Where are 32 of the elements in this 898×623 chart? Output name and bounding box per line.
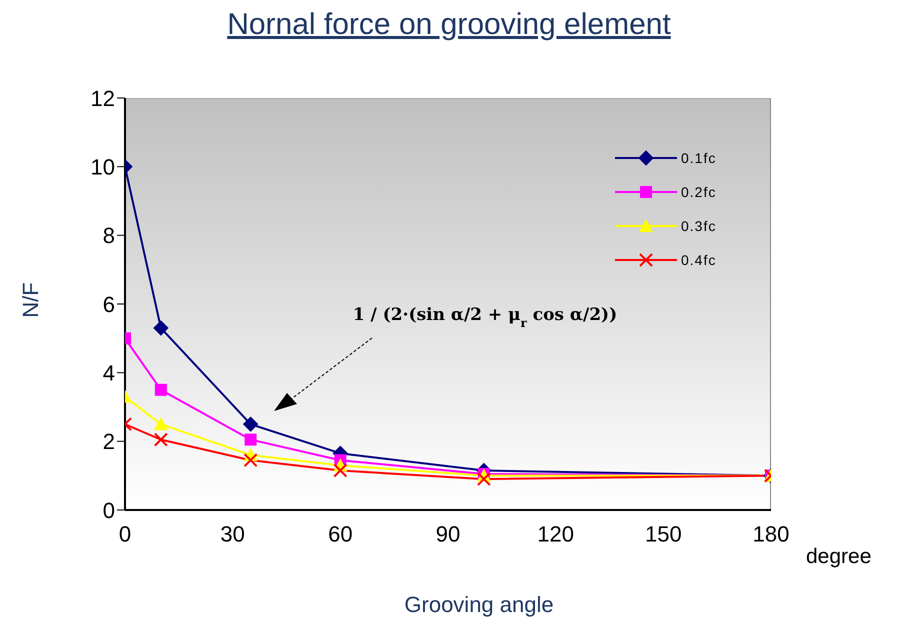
y-tick-label: 12 (90, 86, 115, 111)
y-tick-label: 0 (102, 498, 115, 523)
legend-label: 0.4fc (681, 252, 716, 268)
point (476, 472, 491, 486)
y-axis-title: N/F (18, 282, 44, 318)
x-axis-title: Grooving angle (403, 592, 555, 618)
point (154, 417, 168, 430)
y-tick-label: 10 (90, 154, 115, 180)
x-tick-label: 0 (118, 522, 132, 547)
x-tick-label: 150 (644, 522, 682, 547)
point (244, 453, 258, 468)
x-tick-label: 180 (752, 522, 790, 547)
point (153, 320, 168, 336)
point (244, 434, 257, 446)
y-tick-label: 2 (102, 429, 115, 454)
y-tick-label: 8 (102, 223, 115, 248)
annotation: 1 / (2·(sin α/2 + μ$_{r}$ cos α/2)) (352, 305, 618, 330)
chart-title: Nornal force on grooving element (226, 8, 672, 42)
legend-label: 0.2fc (681, 184, 716, 200)
legend-label: 0.3fc (681, 218, 716, 234)
point (154, 432, 168, 447)
text: degree (806, 545, 872, 569)
legend-label: 0.1fc (681, 150, 716, 166)
x-tick-label: 90 (436, 522, 460, 547)
y-tick-label: 4 (102, 360, 115, 386)
x-tick-label: 120 (537, 522, 574, 547)
x-tick-label: 60 (328, 522, 353, 547)
point (154, 384, 167, 396)
x-tick-label: 30 (220, 522, 245, 547)
point (243, 416, 258, 432)
y-tick-label: 6 (102, 292, 115, 317)
point (333, 464, 348, 478)
